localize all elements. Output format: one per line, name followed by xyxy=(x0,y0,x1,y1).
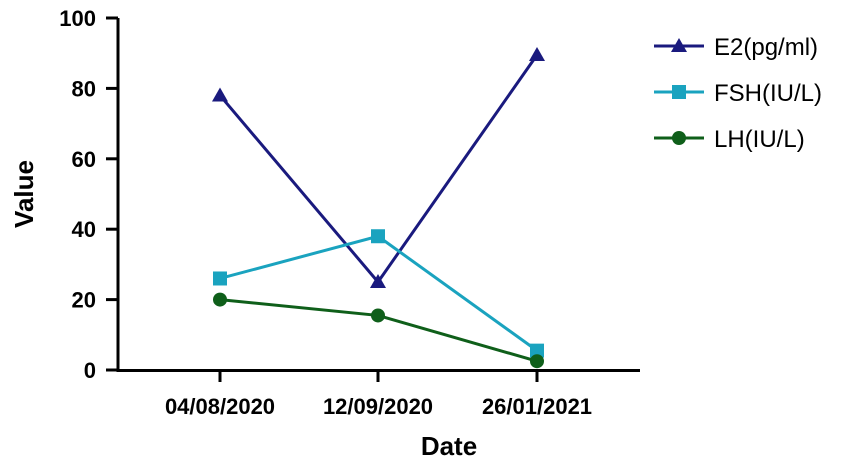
series-2 xyxy=(213,292,544,369)
y-axis-title: Value xyxy=(9,160,39,228)
y-tick-label: 0 xyxy=(84,358,96,383)
legend-label: LH(IU/L) xyxy=(714,126,805,153)
data-point xyxy=(213,292,227,307)
legend-item: LH(IU/L) xyxy=(654,126,805,153)
data-point xyxy=(371,229,385,244)
y-tick-label: 80 xyxy=(72,76,96,101)
y-tick-label: 40 xyxy=(72,217,96,242)
series-1 xyxy=(213,229,544,358)
legend-item: E2(pg/ml) xyxy=(654,34,818,61)
legend-label: FSH(IU/L) xyxy=(714,80,822,107)
data-point xyxy=(530,354,544,369)
legend-marker xyxy=(671,38,687,52)
y-ticks: 0 20 40 60 80 100 xyxy=(59,6,118,383)
y-tick-label: 100 xyxy=(59,6,96,31)
legend-item: FSH(IU/L) xyxy=(654,80,822,107)
legend: E2(pg/ml) FSH(IU/L) LH(IU/L) xyxy=(654,34,822,153)
series-line xyxy=(218,54,539,285)
x-tick-label: 04/08/2020 xyxy=(165,394,275,419)
y-tick-label: 60 xyxy=(72,147,96,172)
legend-label: E2(pg/ml) xyxy=(714,34,818,61)
plot-area xyxy=(212,46,545,369)
x-tick-label: 26/01/2021 xyxy=(482,394,592,419)
legend-marker xyxy=(672,85,686,99)
x-tick-label: 12/09/2020 xyxy=(323,394,433,419)
data-point xyxy=(530,343,544,358)
series-0 xyxy=(212,46,545,288)
data-point xyxy=(213,271,227,286)
legend-marker xyxy=(672,131,686,145)
x-axis-title: Date xyxy=(421,431,477,461)
y-tick-label: 20 xyxy=(72,288,96,313)
data-point xyxy=(370,274,386,288)
series-line xyxy=(219,234,538,352)
x-ticks: 04/08/2020 12/09/2020 26/01/2021 xyxy=(165,370,592,419)
data-point xyxy=(212,87,228,102)
data-point xyxy=(371,308,385,323)
data-point xyxy=(529,46,545,61)
